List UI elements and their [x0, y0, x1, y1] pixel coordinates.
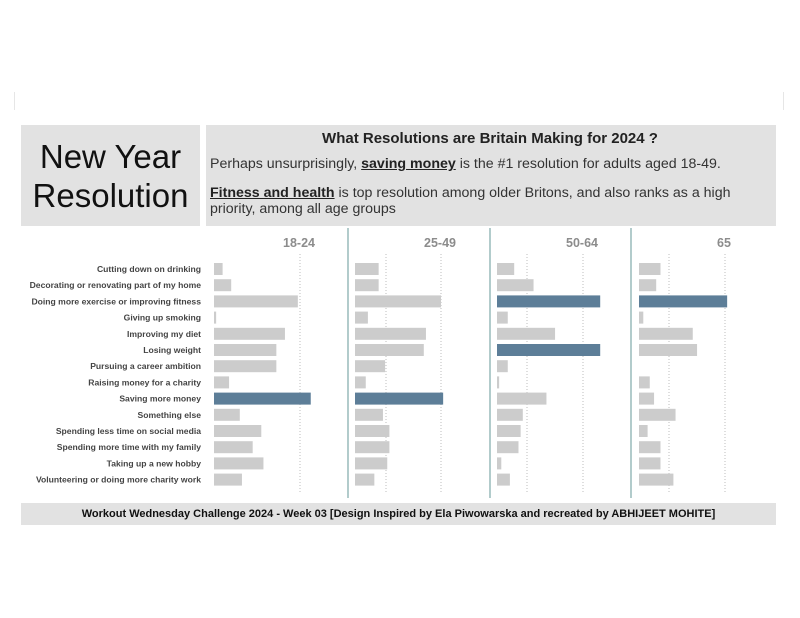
- category-label: Saving more money: [119, 394, 201, 404]
- bar-65: [639, 425, 648, 437]
- bar-18-24: [214, 311, 217, 324]
- bar-50-64-highlighted: [497, 295, 601, 308]
- category-label: Something else: [137, 410, 201, 420]
- category-label: Giving up smoking: [124, 313, 201, 323]
- category-label: Pursuing a career ambition: [90, 361, 201, 371]
- category-label: Improving my diet: [127, 329, 201, 339]
- info-line-2-suffix: is top resolution among older Britons, a…: [210, 185, 731, 217]
- age-group-header-50-64: 50-64: [566, 236, 598, 250]
- bar-18-24: [214, 457, 264, 470]
- bar-25-49: [355, 295, 441, 308]
- info-line-1-prefix: Perhaps unsurprisingly,: [210, 156, 358, 172]
- bar-50-64: [497, 327, 556, 340]
- bar-50-64: [497, 457, 502, 470]
- bar-65: [639, 441, 661, 454]
- bar-18-24: [214, 360, 277, 373]
- bar-50-64: [497, 392, 547, 405]
- bar-25-49: [355, 376, 366, 389]
- bar-50-64: [497, 473, 510, 486]
- decorative-tick-left: [14, 92, 15, 110]
- bar-18-24-highlighted: [214, 392, 311, 405]
- category-label: Spending more time with my family: [57, 442, 201, 452]
- bar-65: [639, 327, 693, 340]
- bar-25-49: [355, 441, 390, 454]
- category-label: Raising money for a charity: [88, 377, 201, 387]
- bar-18-24: [214, 425, 262, 437]
- age-group-header-25-49: 25-49: [424, 236, 456, 250]
- decorative-tick-right: [783, 92, 784, 110]
- page-title: New Year Resolution: [21, 125, 200, 226]
- bar-65: [639, 408, 676, 421]
- bar-50-64-highlighted: [497, 344, 601, 356]
- bar-18-24: [214, 263, 223, 275]
- bar-18-24: [214, 327, 285, 340]
- bar-25-49: [355, 360, 386, 373]
- bar-25-49: [355, 425, 390, 437]
- bar-50-64: [497, 376, 500, 389]
- bar-65: [639, 376, 650, 389]
- bar-25-49-highlighted: [355, 392, 444, 405]
- bar-65-highlighted: [639, 295, 728, 308]
- category-label: Doing more exercise or improving fitness: [31, 296, 201, 306]
- bar-65: [639, 392, 655, 405]
- highlight-fitness-health: Fitness and health: [210, 185, 335, 201]
- bar-65: [639, 279, 657, 292]
- info-line-1: Perhaps unsurprisingly, saving money is …: [210, 156, 770, 172]
- category-label: Taking up a new hobby: [107, 458, 202, 468]
- bar-25-49: [355, 327, 426, 340]
- bar-50-64: [497, 360, 508, 373]
- bar-25-49: [355, 279, 379, 292]
- bar-50-64: [497, 311, 508, 324]
- age-group-header-65: 65: [717, 236, 731, 250]
- category-label: Decorating or renovating part of my home: [30, 280, 202, 290]
- bar-50-64: [497, 408, 523, 421]
- bar-25-49: [355, 473, 375, 486]
- bar-65: [639, 263, 661, 275]
- category-label: Cutting down on drinking: [97, 264, 201, 274]
- footer-credit: Workout Wednesday Challenge 2024 - Week …: [21, 503, 776, 525]
- highlight-saving-money: saving money: [361, 156, 456, 172]
- bar-18-24: [214, 473, 242, 486]
- category-label: Volunteering or doing more charity work: [36, 475, 201, 485]
- bar-50-64: [497, 425, 521, 437]
- info-line-2: Fitness and health is top resolution amo…: [210, 185, 770, 217]
- bar-50-64: [497, 441, 519, 454]
- bar-18-24: [214, 408, 240, 421]
- bar-18-24: [214, 295, 298, 308]
- bar-65: [639, 473, 674, 486]
- category-label: Losing weight: [143, 345, 201, 355]
- resolutions-bar-chart: 18-24 25-49 50-64 65 Cutting down on drinkin…: [30, 228, 731, 498]
- age-group-header-18-24: 18-24: [283, 236, 315, 250]
- bar-25-49: [355, 263, 379, 275]
- bar-18-24: [214, 441, 253, 454]
- info-heading: What Resolutions are Britain Making for …: [322, 130, 658, 147]
- info-line-1-suffix: is the #1 resolution for adults aged 18-…: [459, 156, 721, 172]
- bar-65: [639, 457, 661, 470]
- bar-18-24: [214, 376, 230, 389]
- bar-25-49: [355, 311, 368, 324]
- bar-65: [639, 344, 698, 356]
- info-panel: What Resolutions are Britain Making for …: [206, 125, 776, 226]
- bar-18-24: [214, 279, 232, 292]
- bar-65: [639, 311, 644, 324]
- bar-18-24: [214, 344, 277, 356]
- bar-50-64: [497, 279, 534, 292]
- bar-25-49: [355, 344, 424, 356]
- category-label: Spending less time on social media: [56, 426, 201, 436]
- bar-50-64: [497, 263, 515, 275]
- bar-25-49: [355, 408, 383, 421]
- bar-25-49: [355, 457, 388, 470]
